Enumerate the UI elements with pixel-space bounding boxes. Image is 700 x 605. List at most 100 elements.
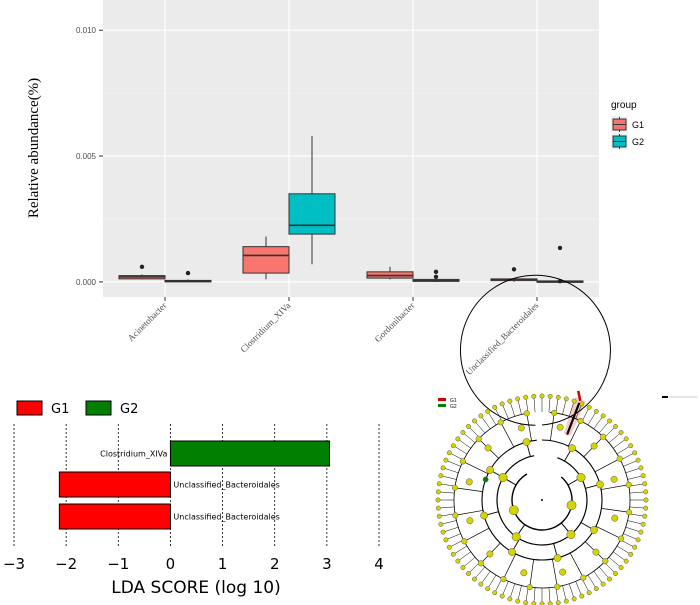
lda-chart: G1 G2 Clostridium_XIVa Unclassified_Bacte…: [3, 400, 384, 598]
lda-legend-label-g2: G2: [120, 402, 138, 417]
lda-x-tick-label: −1: [107, 555, 129, 573]
clado-node: [472, 576, 477, 582]
clado-node: [642, 513, 648, 519]
clado-node: [579, 593, 585, 599]
clado-node: [466, 571, 471, 576]
lda-legend-label-g1: G1: [51, 402, 69, 417]
outlier-point: [557, 245, 563, 251]
lda-bar-rect: [169, 440, 330, 467]
clado-branch: [562, 398, 567, 415]
clado-branch: [593, 571, 604, 585]
clado-branch: [623, 533, 639, 541]
clado-node: [626, 509, 633, 516]
clado-node: [508, 548, 516, 556]
clado-branch: [439, 483, 456, 487]
clado-node: [592, 548, 600, 556]
clado-node: [484, 444, 492, 452]
clado-node: [643, 505, 649, 511]
outlier-point: [139, 264, 145, 269]
clado-node: [554, 583, 561, 590]
clado-branch: [601, 484, 629, 490]
lda-bar-label: Unclassified_Bacteroidales: [173, 481, 279, 490]
clado-node: [523, 410, 530, 417]
clado-branch: [575, 581, 583, 597]
clado-branch: [517, 398, 522, 415]
clado-node: [522, 438, 531, 446]
clado-node: [640, 521, 646, 527]
lda-bar-rect: [58, 471, 171, 498]
clado-branch: [443, 467, 459, 474]
clado-branch: [457, 438, 471, 449]
clado-node: [508, 505, 519, 516]
clado-node: [635, 457, 641, 463]
lda-bar-1: Clostridium_XIVa: [100, 440, 330, 467]
clado-branch: [474, 566, 486, 580]
lda-bar-3: Unclassified_Bacteroidales: [58, 503, 280, 530]
clado-node: [485, 408, 491, 414]
clado-branch: [627, 520, 644, 525]
box-body: [242, 246, 290, 274]
clado-branch: [494, 407, 503, 422]
clado-branch: [569, 552, 584, 578]
clado-node: [635, 537, 641, 543]
lda-x-tick-label: −2: [55, 555, 77, 573]
clado-node: [438, 473, 444, 479]
clado-branch: [601, 508, 630, 513]
clado-branch: [550, 412, 555, 441]
clado-node: [465, 478, 473, 486]
clado-branch: [503, 553, 517, 580]
clado-branch: [587, 411, 597, 426]
clado-branch: [562, 585, 567, 602]
clado-branch: [443, 526, 459, 533]
clado-node: [477, 560, 484, 567]
clado-branch: [480, 571, 491, 585]
clado-node: [539, 601, 545, 605]
clado-node: [590, 442, 598, 450]
clado-branch: [517, 585, 522, 602]
clado-branch: [587, 574, 597, 589]
clado-node: [539, 393, 545, 399]
clado-node: [500, 576, 507, 583]
clado-legend-label-g1: G1: [450, 398, 457, 404]
clado-branch: [608, 432, 622, 444]
clado-branch: [440, 520, 457, 525]
boxplot-y-ticks: 0.000 0.005 0.010: [76, 26, 103, 287]
clado-node: [466, 517, 474, 525]
clado-node: [580, 574, 587, 581]
clado-branch: [555, 586, 559, 603]
clado-node: [586, 404, 592, 410]
clado-branch: [567, 420, 581, 447]
clado-branch: [604, 562, 616, 574]
clado-node: [443, 457, 449, 463]
clado-node: [482, 476, 489, 483]
outlier-point: [433, 274, 439, 280]
clado-branch: [581, 407, 590, 422]
clado-branch: [620, 452, 635, 461]
clado-node: [472, 418, 477, 424]
clado-branch: [455, 510, 483, 516]
box-g2: [288, 135, 336, 265]
clado-branch: [595, 525, 622, 539]
clado-branch: [568, 583, 575, 599]
lda-bar-label: Clostridium_XIVa: [100, 450, 167, 459]
clado-node: [446, 544, 452, 550]
x-tick-label: Clostridium_XIVa: [238, 300, 292, 354]
clado-branch: [453, 445, 468, 455]
clado-branch: [487, 411, 497, 426]
clado-node: [640, 473, 646, 479]
clado-node: [563, 396, 569, 402]
clado-node: [486, 550, 494, 558]
clado-branch: [453, 545, 468, 555]
clado-node: [446, 450, 452, 456]
clado-branch: [509, 401, 516, 417]
clado-node: [478, 413, 484, 419]
clado-node: [553, 554, 562, 562]
boxplot-boxes: [118, 135, 584, 284]
clado-node: [556, 423, 564, 431]
clado-branch: [575, 403, 583, 419]
clado-branch: [480, 415, 491, 429]
clado-node: [566, 530, 576, 539]
clado-branch: [487, 574, 497, 589]
outlier-point: [511, 267, 517, 272]
clado-node: [593, 408, 599, 414]
